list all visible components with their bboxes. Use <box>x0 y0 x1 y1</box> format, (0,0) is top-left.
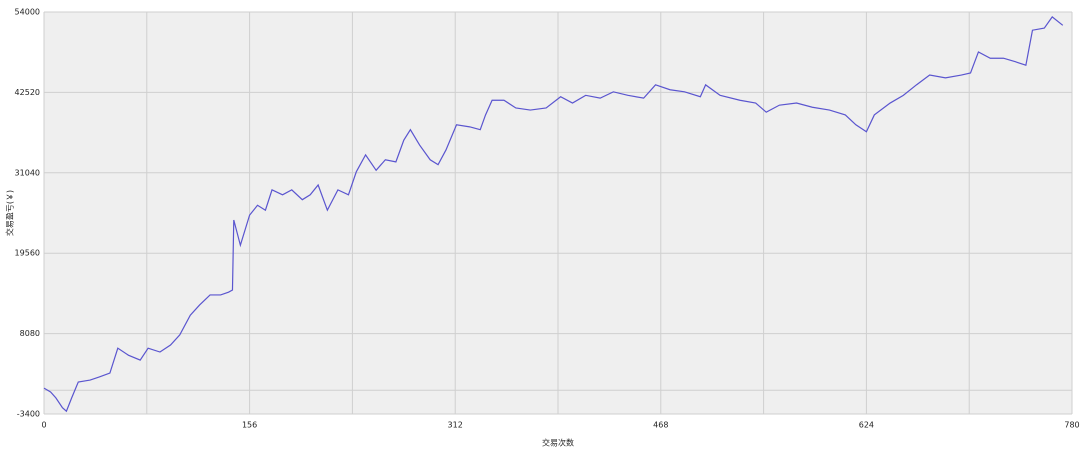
x-tick-label: 624 <box>859 421 874 430</box>
x-tick-label: 468 <box>653 421 668 430</box>
x-tick-label: 312 <box>448 421 463 430</box>
y-tick-label: 19560 <box>15 249 40 258</box>
x-tick-label: 156 <box>242 421 257 430</box>
y-tick-label: -3400 <box>17 410 40 419</box>
y-tick-label: 8080 <box>20 329 40 338</box>
y-tick-label: 31040 <box>15 168 40 177</box>
x-axis-label: 交易次数 <box>542 438 574 448</box>
data-line <box>43 16 1064 413</box>
y-axis-label: 交易盈亏(￥) <box>5 190 15 236</box>
y-tick-label: 54000 <box>15 8 40 17</box>
x-tick-label: 0 <box>41 421 46 430</box>
y-tick-label: 42520 <box>15 88 40 97</box>
x-tick-label: 780 <box>1064 421 1079 430</box>
